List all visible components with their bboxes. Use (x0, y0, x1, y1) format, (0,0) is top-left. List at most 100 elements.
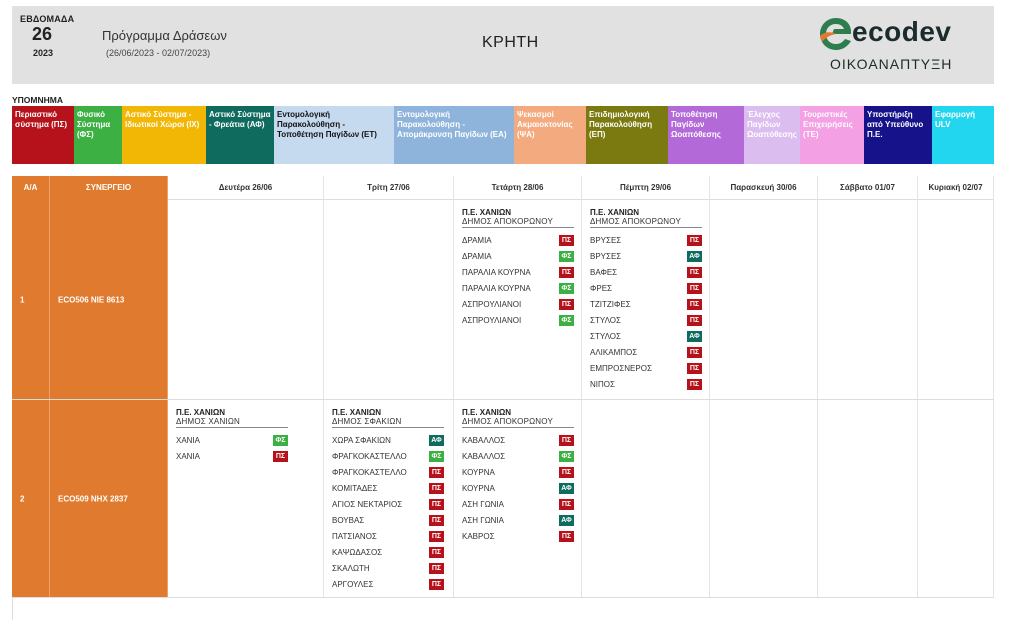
location-name: ΒΑΦΕΣ (590, 267, 618, 277)
system-code-badge: ΠΣ (429, 578, 444, 590)
list-item: ΒΡΥΣΕΣ ΠΣ (590, 232, 702, 248)
system-code-badge: ΑΦ (559, 514, 574, 526)
location-name: ΠΑΡΑΛΙΑ ΚΟΥΡΝΑ (462, 267, 531, 277)
list-item: ΧΑΝΙΑ ΦΣ (176, 432, 288, 448)
municipality-label: ΔΗΜΟΣ ΧΑΝΙΩΝ (176, 417, 288, 428)
system-code-badge: ΠΣ (687, 298, 702, 310)
system-code-badge: ΦΣ (559, 282, 574, 294)
location-name: ΚΑΨΩΔΑΣΟΣ (332, 547, 383, 557)
system-code-badge: ΠΣ (429, 514, 444, 526)
location-name: ΚΟΥΡΝΑ (462, 483, 495, 493)
week-number: 26 (32, 24, 53, 44)
logo-word: ecodev (852, 16, 952, 47)
activity-block: Π.Ε. ΧΑΝΙΩΝ ΔΗΜΟΣ ΑΠΟΚΟΡΩΝΟΥ ΔΡΑΜΙΑ ΠΣ ΔΡΑΜΙ… (462, 208, 574, 328)
list-item: ΑΣΠΡΟΥΛΙΑΝΟΙ ΦΣ (462, 312, 574, 328)
legend: Περιαστικό σύστημα (ΠΣ) Φυσικό Σύστημα (Φ… (12, 106, 994, 164)
location-name: ΑΓΙΟΣ ΝΕΚΤΑΡΙΟΣ (332, 499, 403, 509)
system-code-badge: ΠΣ (559, 530, 574, 542)
list-item: ΕΜΠΡΟΣΝΕΡΟΣ ΠΣ (590, 360, 702, 376)
system-code-badge: ΠΣ (687, 266, 702, 278)
location-name: ΑΣΗ ΓΩΝΙΑ (462, 499, 505, 509)
program-title: Πρόγραμμα Δράσεων (102, 28, 227, 43)
location-name: ΑΣΠΡΟΥΛΙΑΝΟΙ (462, 299, 522, 309)
regional-unit-label: Π.Ε. ΧΑΝΙΩΝ (332, 408, 382, 417)
column-header-day: Τρίτη 27/06 (324, 176, 454, 200)
municipality-label: ΔΗΜΟΣ ΣΦΑΚΙΩΝ (332, 417, 444, 428)
activity-block: Π.Ε. ΧΑΝΙΩΝ ΔΗΜΟΣ ΑΠΟΚΟΡΩΝΟΥ ΚΑΒΑΛΛΟΣ ΠΣ ΚΑΒ… (462, 408, 574, 544)
week-year: 2023 (33, 48, 54, 58)
location-name: ΤΖΙΤΖΙΦΕΣ (590, 299, 631, 309)
location-name: ΑΣΗ ΓΩΝΙΑ (462, 515, 505, 525)
system-code-badge: ΠΣ (429, 562, 444, 574)
list-item: ΝΙΠΟΣ ΠΣ (590, 376, 702, 392)
list-item: ΦΡΕΣ ΠΣ (590, 280, 702, 296)
location-name: ΚΑΒΑΛΛΟΣ (462, 451, 506, 461)
list-item: ΑΣΠΡΟΥΛΙΑΝΟΙ ΠΣ (462, 296, 574, 312)
list-item: ΣΤΥΛΟΣ ΠΣ (590, 312, 702, 328)
day-cell: Π.Ε. ΧΑΝΙΩΝ ΔΗΜΟΣ ΧΑΝΙΩΝ ΧΑΝΙΑ ΦΣ ΧΑΝΙΑ ΠΣ (168, 400, 324, 597)
schedule-table-header: Α/Α ΣΥΝΕΡΓΕΙΟ Δευτέρα 26/06 Τρίτη 27/06 Τετά… (12, 176, 994, 200)
system-code-badge: ΠΣ (687, 378, 702, 390)
legend-item: Επιδημιολογική Παρακολούθηση (ΕΠ) (586, 106, 668, 164)
legend-item: Ψεκασμοί Ακμαιοκτονίας (ΨΑ) (514, 106, 586, 164)
list-item: ΒΟΥΒΑΣ ΠΣ (332, 512, 444, 528)
legend-item: Έλεγχος Παγίδων Ωοαπόθεσης (744, 106, 800, 164)
system-code-badge: ΦΣ (559, 314, 574, 326)
day-cell (324, 200, 454, 399)
location-name: ΚΟΜΙΤΑΔΕΣ (332, 483, 378, 493)
location-name: ΑΡΓΟΥΛΕΣ (332, 579, 374, 589)
legend-item: Τουριστικές Επιχειρήσεις (ΤΕ) (800, 106, 864, 164)
municipality-label: ΔΗΜΟΣ ΑΠΟΚΟΡΩΝΟΥ (462, 417, 574, 428)
list-item: ΧΑΝΙΑ ΠΣ (176, 448, 288, 464)
legend-item: Περιαστικό σύστημα (ΠΣ) (12, 106, 74, 164)
system-code-badge: ΑΦ (559, 482, 574, 494)
table-row: 2 ECO509 ΝΗΧ 2837 Π.Ε. ΧΑΝΙΩΝ ΔΗΜΟΣ ΧΑΝΙΩΝ Χ… (12, 400, 994, 598)
regional-unit-label: Π.Ε. ΧΑΝΙΩΝ (462, 208, 512, 217)
system-code-badge: ΠΣ (559, 434, 574, 446)
list-item: ΚΑΨΩΔΑΣΟΣ ΠΣ (332, 544, 444, 560)
list-item: ΠΑΡΑΛΙΑ ΚΟΥΡΝΑ ΠΣ (462, 264, 574, 280)
regional-unit-label: Π.Ε. ΧΑΝΙΩΝ (462, 408, 512, 417)
list-item: ΑΛΙΚΑΜΠΟΣ ΠΣ (590, 344, 702, 360)
ecodev-logo: ecodev ΟΙΚΟΑΝΑΠΤΥΞΗ (812, 10, 988, 80)
legend-item: Αστικό Σύστημα - Ιδιωτικοί Χώροι (ΙΧ) (122, 106, 206, 164)
system-code-badge: ΑΦ (429, 434, 444, 446)
regional-unit-label: Π.Ε. ΧΑΝΙΩΝ (590, 208, 640, 217)
system-code-badge: ΠΣ (273, 450, 288, 462)
system-code-badge: ΦΣ (429, 450, 444, 462)
column-header-day: Πέμπτη 29/06 (582, 176, 710, 200)
activity-block: Π.Ε. ΧΑΝΙΩΝ ΔΗΜΟΣ ΧΑΝΙΩΝ ΧΑΝΙΑ ΦΣ ΧΑΝΙΑ ΠΣ (176, 408, 288, 464)
system-code-badge: ΠΣ (429, 498, 444, 510)
list-item: ΚΟΥΡΝΑ ΑΦ (462, 480, 574, 496)
list-item: ΦΡΑΓΚΟΚΑΣΤΕΛΛΟ ΦΣ (332, 448, 444, 464)
legend-item: Εφαρμογή ULV (932, 106, 994, 164)
day-cell (710, 400, 818, 597)
system-code-badge: ΠΣ (687, 234, 702, 246)
legend-item: Τοποθέτηση Παγίδων Ωοαπόθεσης (668, 106, 744, 164)
column-header-day: Δευτέρα 26/06 (168, 176, 324, 200)
row-number: 1 (20, 295, 25, 304)
location-name: ΒΡΥΣΕΣ (590, 251, 622, 261)
location-name: ΒΡΥΣΕΣ (590, 235, 622, 245)
location-name: ΒΟΥΒΑΣ (332, 515, 365, 525)
column-header-day: Τετάρτη 28/06 (454, 176, 582, 200)
municipality-label: ΔΗΜΟΣ ΑΠΟΚΟΡΩΝΟΥ (462, 217, 574, 228)
list-item: ΧΩΡΑ ΣΦΑΚΙΩΝ ΑΦ (332, 432, 444, 448)
crew-cell: ECO506 ΝΙΕ 8613 (50, 200, 168, 399)
system-code-badge: ΠΣ (429, 546, 444, 558)
list-item: ΒΑΦΕΣ ΠΣ (590, 264, 702, 280)
list-item: ΣΚΑΛΩΤΗ ΠΣ (332, 560, 444, 576)
table-row: 1 ECO506 ΝΙΕ 8613 Π.Ε. ΧΑΝΙΩΝ ΔΗΜΟΣ ΑΠΟΚΟΡΩ… (12, 200, 994, 400)
system-code-badge: ΦΣ (559, 450, 574, 462)
day-cell: Π.Ε. ΧΑΝΙΩΝ ΔΗΜΟΣ ΑΠΟΚΟΡΩΝΟΥ ΔΡΑΜΙΑ ΠΣ ΔΡΑΜΙ… (454, 200, 582, 399)
day-cell (168, 200, 324, 399)
crew-cell: ECO509 ΝΗΧ 2837 (50, 400, 168, 597)
day-cell (582, 400, 710, 597)
system-code-badge: ΠΣ (687, 346, 702, 358)
location-name: ΣΚΑΛΩΤΗ (332, 563, 370, 573)
crew-name: ECO509 ΝΗΧ 2837 (58, 494, 128, 503)
list-item: ΑΓΙΟΣ ΝΕΚΤΑΡΙΟΣ ΠΣ (332, 496, 444, 512)
list-item: ΤΖΙΤΖΙΦΕΣ ΠΣ (590, 296, 702, 312)
list-item: ΑΣΗ ΓΩΝΙΑ ΠΣ (462, 496, 574, 512)
table-bottom-border (12, 598, 13, 620)
